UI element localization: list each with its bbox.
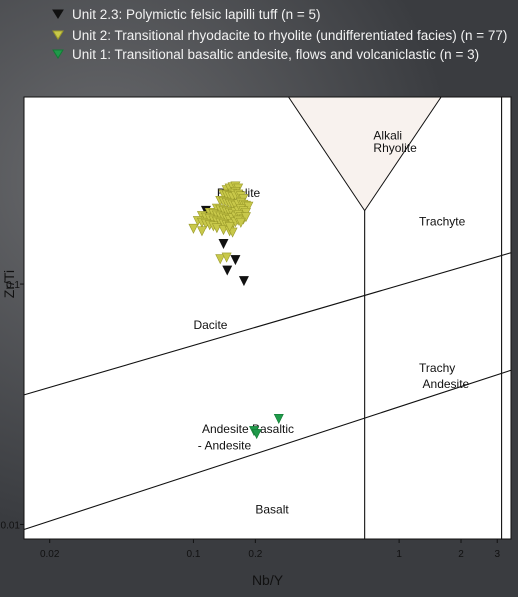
legend-label: Unit 2.3: Polymictic felsic lapilli tuff… xyxy=(72,6,321,22)
region-label: Trachy xyxy=(419,361,455,375)
x-axis-title: Nb/Y xyxy=(252,572,284,588)
plot-area xyxy=(23,96,512,540)
region-label: Andesite Basaltic xyxy=(202,422,294,436)
data-point xyxy=(188,223,199,234)
y-tick-label: 0.1 xyxy=(6,280,20,291)
series-group xyxy=(188,181,254,265)
x-tick-label: 1 xyxy=(396,549,402,560)
legend-label: Unit 2: Transitional rhyodacite to rhyol… xyxy=(72,27,508,43)
x-tick-label: 3 xyxy=(494,549,500,560)
field-boundary-line xyxy=(23,252,512,396)
region-label: - Andesite xyxy=(198,439,252,453)
data-point xyxy=(196,226,207,237)
data-point xyxy=(235,217,246,228)
classification-regions: RhyoliteAlkaliRhyoliteTrachyteDaciteTrac… xyxy=(23,96,512,539)
region-label: Rhyolite xyxy=(373,141,417,155)
data-point xyxy=(238,276,249,287)
legend-marker-unit-2-3 xyxy=(52,9,64,19)
series-group xyxy=(249,414,284,440)
region-label: Andesite xyxy=(423,377,470,391)
data-points xyxy=(188,181,284,440)
y-tick-label: 0.01 xyxy=(1,520,21,531)
field-boundary-line xyxy=(23,369,512,531)
x-tick-label: 0.02 xyxy=(40,549,60,560)
x-tick-label: 0.1 xyxy=(186,549,200,560)
data-point xyxy=(222,265,233,276)
region-label: Basalt xyxy=(255,503,289,517)
data-point xyxy=(224,222,235,233)
legend-marker-unit-1 xyxy=(52,49,64,59)
region-label: Alkali xyxy=(373,128,402,142)
data-point xyxy=(251,429,262,440)
region-label: Trachyte xyxy=(419,215,466,229)
legend-item-unit-1: Unit 1: Transitional basaltic andesite, … xyxy=(50,45,479,63)
alkali-rhyolite-field xyxy=(287,96,443,212)
data-point xyxy=(273,414,284,425)
data-point xyxy=(240,212,251,223)
legend-label: Unit 1: Transitional basaltic andesite, … xyxy=(72,46,480,62)
legend-marker-unit-2 xyxy=(52,30,64,40)
legend: Unit 2.3: Polymictic felsic lapilli tuff… xyxy=(0,0,518,80)
data-point xyxy=(218,239,229,250)
series-group xyxy=(200,205,249,287)
axis-ticks: 0.02 0.1 0.2 1 2 3 0.01 0.1 xyxy=(1,280,501,560)
data-point xyxy=(230,255,241,266)
x-tick-label: 0.2 xyxy=(248,549,262,560)
data-point xyxy=(221,252,232,263)
x-tick-label: 2 xyxy=(458,549,464,560)
data-point xyxy=(215,254,226,265)
y-axis-title: Zr/Ti xyxy=(1,270,17,298)
legend-item-unit-2-3: Unit 2.3: Polymictic felsic lapilli tuff… xyxy=(50,5,320,23)
legend-item-unit-2: Unit 2: Transitional rhyodacite to rhyol… xyxy=(50,26,507,44)
region-label: Dacite xyxy=(193,318,227,332)
